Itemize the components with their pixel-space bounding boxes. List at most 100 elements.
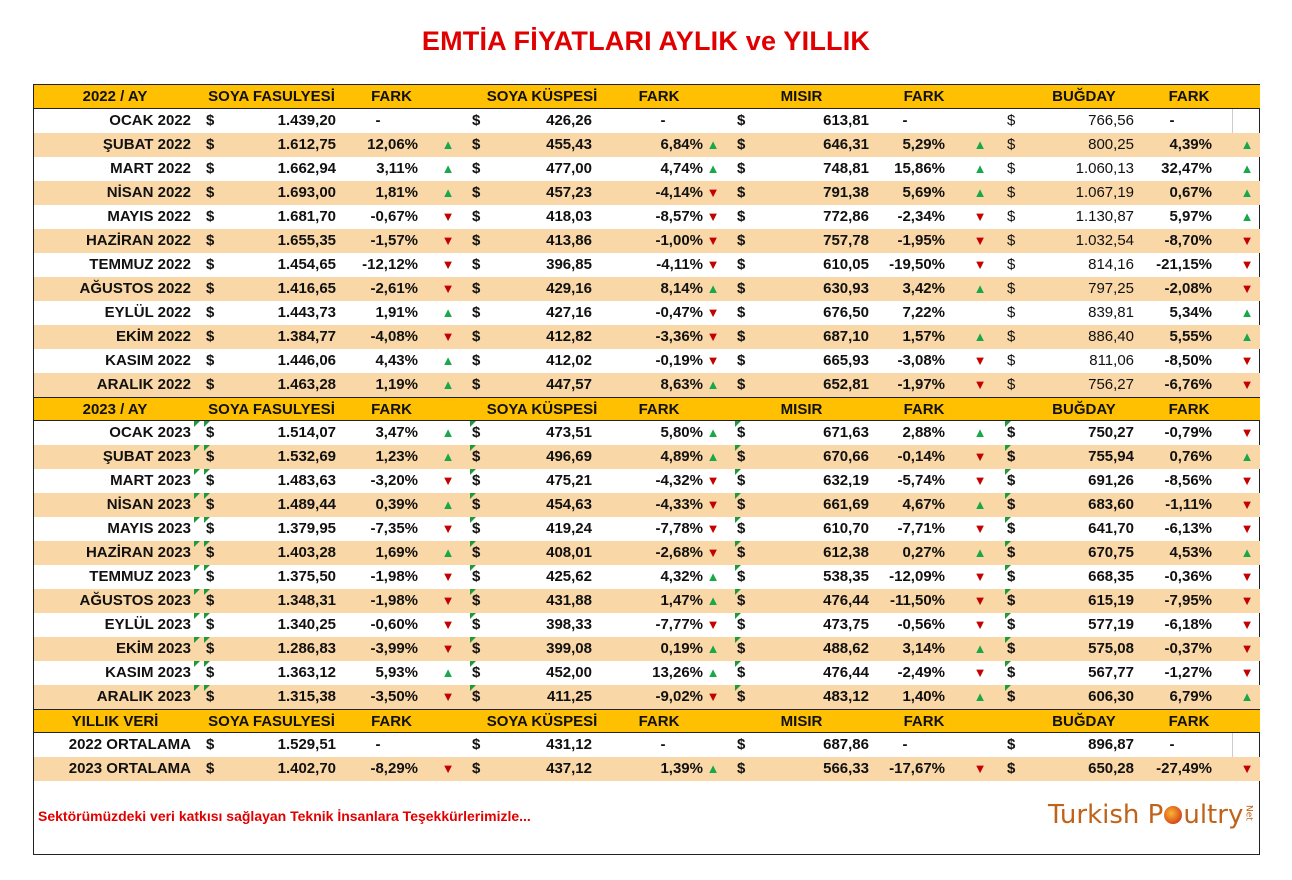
arrow-up-icon: ▲ — [973, 545, 987, 560]
header-soya-fasulyesi: SOYA FASULYESİ — [208, 88, 335, 105]
change-percent: 32,47% — [1161, 160, 1212, 177]
cell-marker-icon — [204, 661, 210, 667]
price-value: 477,00 — [546, 160, 592, 177]
currency-symbol: $ — [737, 568, 746, 585]
currency-symbol: $ — [737, 736, 746, 753]
cell-marker-icon — [194, 613, 200, 619]
cell-marker-icon — [204, 565, 210, 571]
cell-marker-icon — [1005, 445, 1011, 451]
price-value: 538,35 — [823, 568, 869, 585]
price-value: 419,24 — [546, 520, 592, 537]
header-soya-kuspesi: SOYA KÜSPESİ — [486, 401, 598, 418]
currency-symbol: $ — [737, 520, 746, 537]
currency-symbol: $ — [1007, 544, 1016, 561]
arrow-down-icon: ▼ — [973, 209, 987, 224]
price-value: 476,44 — [823, 664, 869, 681]
arrow-down-icon: ▼ — [706, 617, 720, 632]
arrow-up-icon: ▲ — [973, 497, 987, 512]
currency-symbol: $ — [737, 160, 746, 177]
currency-symbol: $ — [206, 376, 215, 393]
currency-symbol: $ — [1007, 520, 1016, 537]
cell-marker-icon — [194, 589, 200, 595]
price-value: 661,69 — [823, 496, 869, 513]
table-row: HAZİRAN 2023 $1.403,28 1,69% ▲ $408,01 -2,68%… — [34, 541, 1260, 565]
price-value: 1.443,73 — [277, 304, 336, 321]
change-percent: -19,50% — [889, 256, 945, 273]
header-fark: FARK — [1168, 713, 1210, 730]
currency-symbol: $ — [472, 232, 481, 249]
currency-symbol: $ — [472, 376, 481, 393]
currency-symbol: $ — [206, 136, 215, 153]
month-label: MART 2022 — [110, 160, 191, 177]
currency-symbol: $ — [737, 184, 746, 201]
change-percent: 5,34% — [1169, 304, 1212, 321]
currency-symbol: $ — [472, 544, 481, 561]
change-percent: 1,81% — [375, 184, 418, 201]
change-percent: -1,11% — [1165, 496, 1212, 513]
price-value: 1.489,44 — [277, 496, 336, 513]
arrow-up-icon: ▲ — [973, 185, 987, 200]
arrow-up-icon: ▲ — [706, 137, 720, 152]
change-percent: -0,56% — [897, 616, 945, 633]
price-value: 411,25 — [546, 688, 592, 705]
arrow-up-icon: ▲ — [973, 281, 987, 296]
change-percent: -8,50% — [1164, 352, 1212, 369]
cell-marker-icon — [1005, 637, 1011, 643]
cell-marker-icon — [1005, 661, 1011, 667]
price-value: 1.384,77 — [277, 328, 336, 345]
arrow-up-icon: ▲ — [1240, 689, 1254, 704]
change-percent: -3,36% — [655, 328, 703, 345]
change-percent: -0,79% — [1164, 424, 1212, 441]
price-value: 1.446,06 — [277, 352, 336, 369]
change-percent: -7,35% — [370, 520, 418, 537]
change-percent: 4,32% — [660, 568, 703, 585]
currency-symbol: $ — [737, 424, 746, 441]
arrow-up-icon: ▲ — [1240, 545, 1254, 560]
arrow-down-icon: ▼ — [441, 473, 455, 488]
arrow-down-icon: ▼ — [706, 545, 720, 560]
cell-marker-icon — [470, 541, 476, 547]
currency-symbol: $ — [206, 424, 215, 441]
header-soya-kuspesi: SOYA KÜSPESİ — [486, 88, 598, 105]
price-value: 1.340,25 — [277, 616, 336, 633]
currency-symbol: $ — [206, 520, 215, 537]
price-value: 615,19 — [1088, 592, 1134, 609]
arrow-down-icon: ▼ — [973, 593, 987, 608]
arrow-up-icon: ▲ — [441, 353, 455, 368]
price-value: 1.529,51 — [277, 736, 336, 753]
arrow-up-icon: ▲ — [706, 281, 720, 296]
change-percent: -7,78% — [655, 520, 703, 537]
price-value: 447,57 — [546, 376, 592, 393]
change-percent: 3,11% — [376, 160, 418, 177]
cell-marker-icon — [194, 517, 200, 523]
header-fark: FARK — [903, 88, 945, 105]
cell-marker-icon — [194, 445, 200, 451]
price-value: 814,16 — [1088, 256, 1134, 273]
currency-symbol: $ — [472, 280, 481, 297]
change-percent: -3,50% — [370, 688, 418, 705]
currency-symbol: $ — [206, 568, 215, 585]
cell-marker-icon — [204, 637, 210, 643]
arrow-down-icon: ▼ — [973, 569, 987, 584]
header-bugday: BUĞDAY — [1052, 88, 1116, 105]
price-value: 577,19 — [1088, 616, 1134, 633]
currency-symbol: $ — [737, 688, 746, 705]
price-value: 412,82 — [546, 328, 592, 345]
currency-symbol: $ — [206, 184, 215, 201]
arrow-down-icon: ▼ — [1240, 425, 1254, 440]
price-value: 668,35 — [1088, 568, 1134, 585]
month-label: OCAK 2022 — [109, 112, 191, 129]
price-value: 756,27 — [1088, 376, 1134, 393]
arrow-up-icon: ▲ — [1240, 185, 1254, 200]
currency-symbol: $ — [737, 760, 746, 777]
table-row: HAZİRAN 2022 $1.655,35 -1,57% ▼ $413,86 -1,00… — [34, 229, 1260, 253]
month-label: ŞUBAT 2022 — [102, 136, 191, 153]
arrow-up-icon: ▲ — [973, 425, 987, 440]
cell-marker-icon — [204, 541, 210, 547]
change-percent: -1,27% — [1164, 664, 1212, 681]
price-value: 426,26 — [546, 112, 592, 129]
arrow-down-icon: ▼ — [706, 521, 720, 536]
change-percent: 0,67% — [1169, 184, 1212, 201]
month-label: OCAK 2023 — [109, 424, 191, 441]
currency-symbol: $ — [737, 616, 746, 633]
